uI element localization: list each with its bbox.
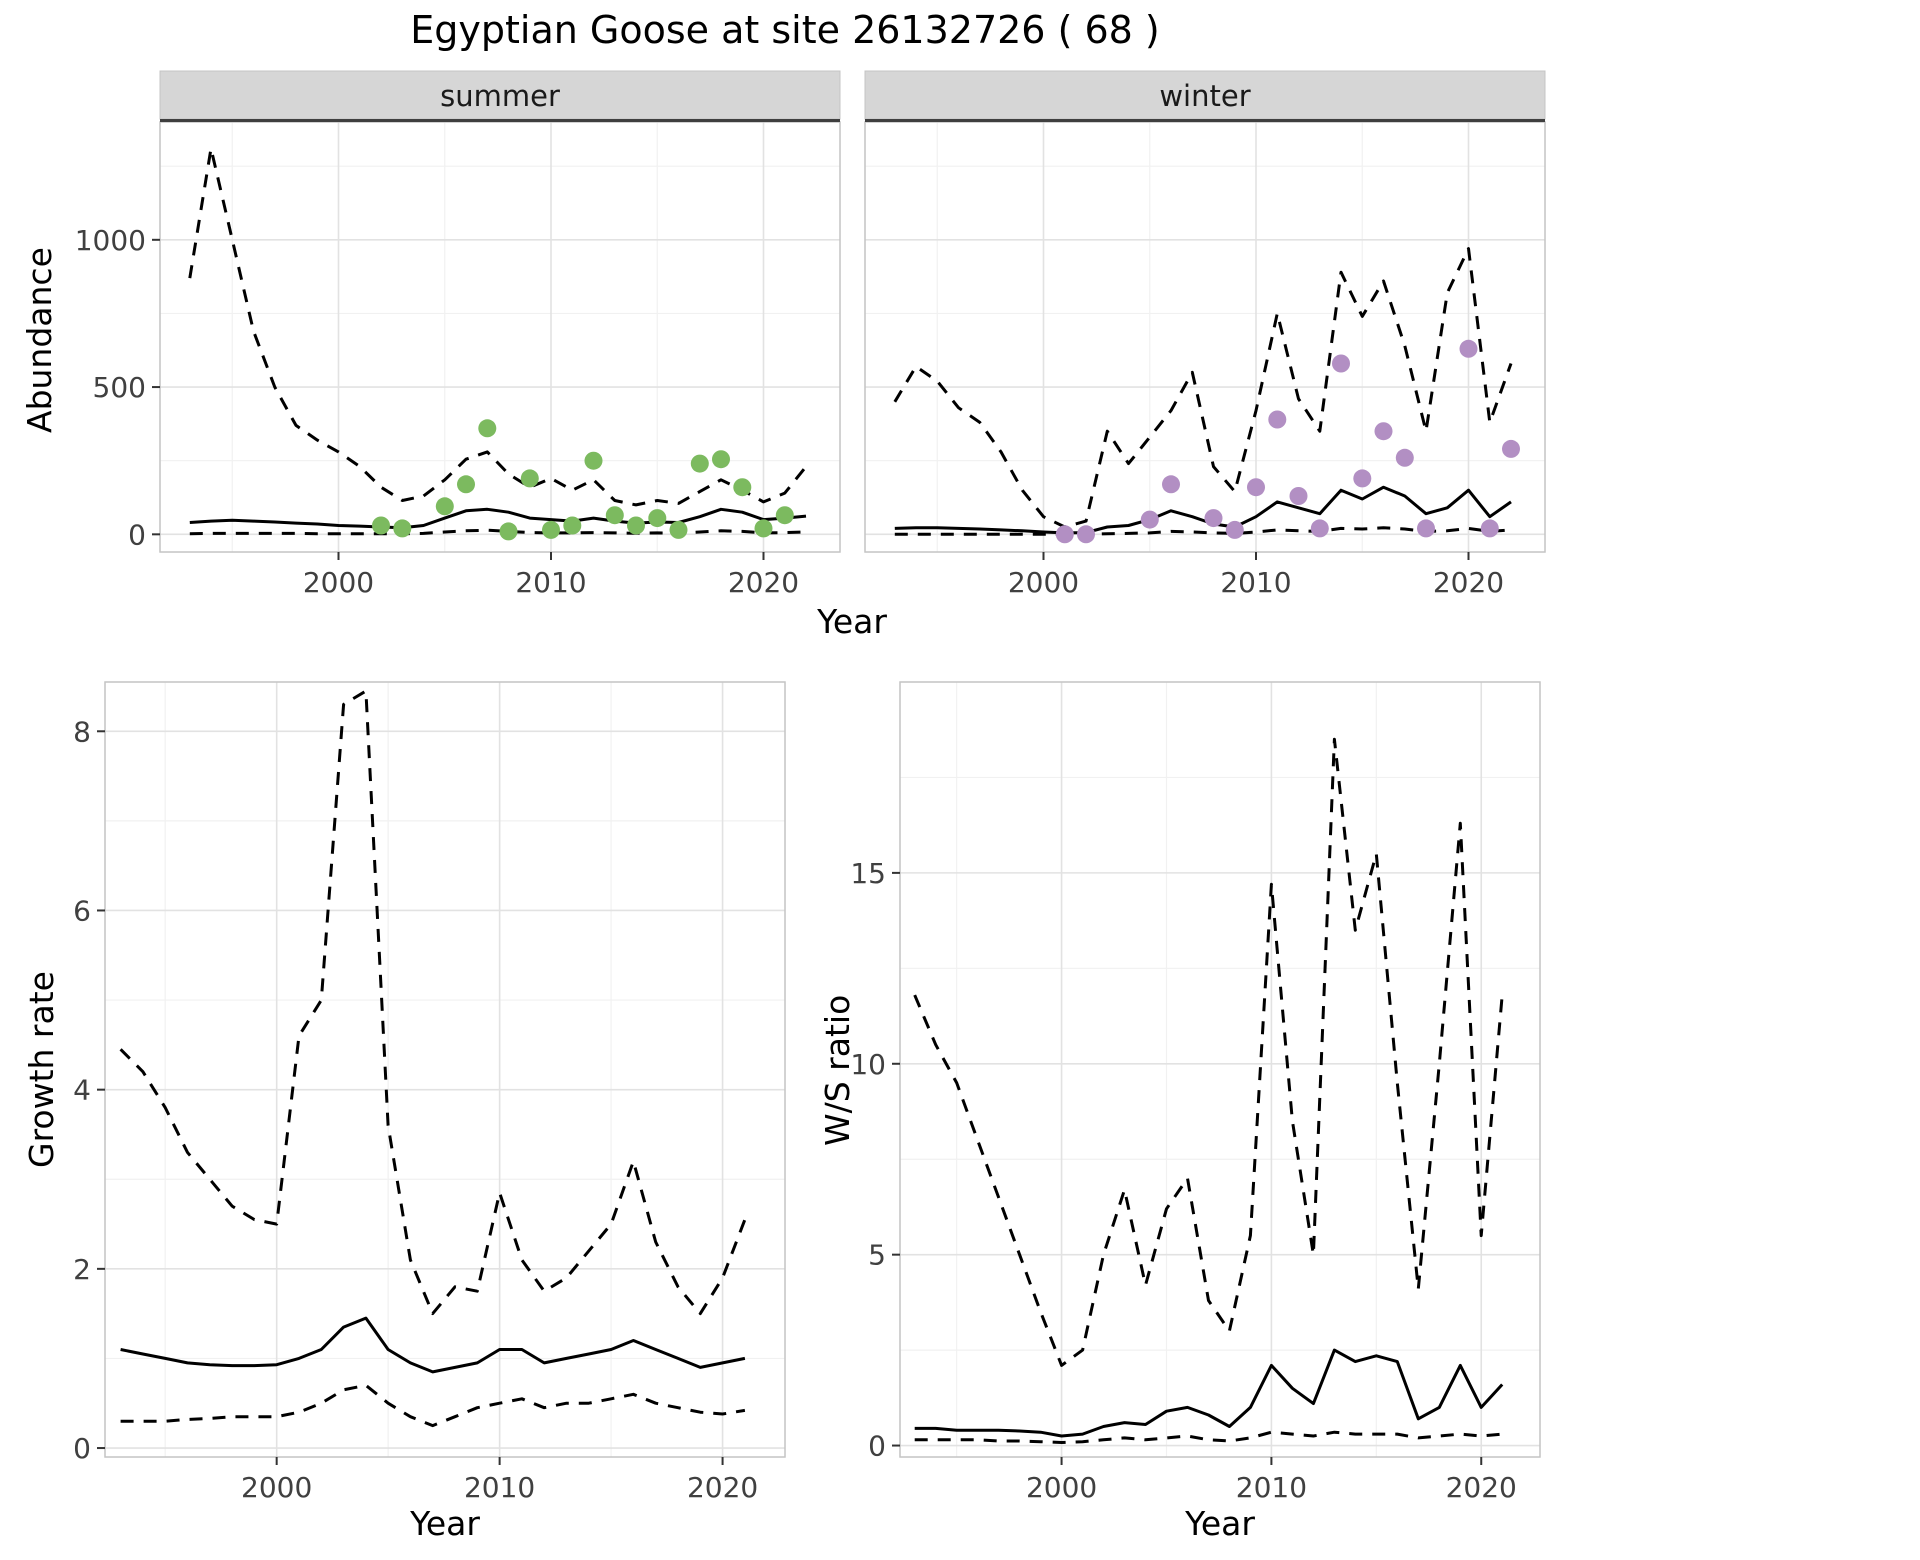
summer_observations-point xyxy=(733,478,752,497)
x-tick-label: 2020 xyxy=(1446,1471,1517,1504)
lower_ci-line xyxy=(120,1383,746,1428)
figure-title: Egyptian Goose at site 26132726 ( 68 ) xyxy=(410,8,1160,52)
mean-line xyxy=(120,1316,746,1374)
winter_observations-point xyxy=(1289,487,1308,505)
winter_observations-point xyxy=(1247,478,1265,497)
lower_ci-line xyxy=(189,528,807,536)
summer_observations-point xyxy=(372,516,390,535)
x-tick-label: 2020 xyxy=(1433,566,1504,599)
summer_observations-point xyxy=(690,454,709,473)
winter_observations-point xyxy=(1395,448,1414,467)
x-tick-label: 2020 xyxy=(728,566,799,599)
y-tick-label: 0 xyxy=(868,1430,886,1463)
y-tick-label: 1000 xyxy=(75,224,146,257)
facet-strip-label: summer xyxy=(440,79,560,113)
summer_observations-point xyxy=(648,509,667,528)
mean-line xyxy=(914,1348,1504,1438)
summer_observations-point xyxy=(754,519,773,538)
winter_observations-point xyxy=(1055,525,1074,544)
summer_observations-point xyxy=(542,520,560,539)
y-tick-label: 10 xyxy=(850,1048,886,1081)
x-tick-label: 2010 xyxy=(515,566,586,599)
winter_observations-point xyxy=(1353,469,1372,488)
summer_observations-point xyxy=(712,450,730,469)
facet-strip-label: winter xyxy=(1159,79,1250,113)
x-axis-label-year-growth: Year xyxy=(410,1504,480,1543)
upper_ci-line xyxy=(893,247,1513,529)
winter_observations-point xyxy=(1225,520,1244,539)
mean-line xyxy=(189,507,807,530)
winter_observations-point xyxy=(1162,475,1180,494)
summer_observations-point xyxy=(605,506,624,525)
mean-line xyxy=(894,485,1512,535)
panel-growth-rate: 2000 2010 2020 0 2 4 6 8 xyxy=(73,681,786,1504)
summer_observations-point xyxy=(775,506,794,525)
upper_ci-line xyxy=(119,689,747,1316)
x-tick-label: 2010 xyxy=(1220,566,1291,599)
summer_observations-point xyxy=(393,519,412,538)
y-tick-label: 8 xyxy=(73,715,91,748)
summer_observations-point xyxy=(669,520,688,539)
winter_observations-point xyxy=(1204,509,1223,528)
winter_observations-point xyxy=(1374,422,1393,441)
winter_observations-point xyxy=(1502,439,1520,458)
upper_ci-line xyxy=(188,147,808,507)
y-tick-label: 5 xyxy=(868,1239,886,1272)
panel-ws-ratio: 2000 2010 2020 0 5 10 15 xyxy=(850,681,1541,1504)
x-axis-label-year-ws: Year xyxy=(1185,1504,1255,1543)
y-tick-label: 0 xyxy=(73,1432,91,1465)
y-tick-label: 6 xyxy=(73,894,91,927)
y-tick-label: 4 xyxy=(73,1074,91,1107)
summer_observations-point xyxy=(499,522,518,541)
summer_observations-point xyxy=(435,497,454,516)
summer_observations-point xyxy=(563,516,582,535)
y-tick-label: 15 xyxy=(850,857,886,890)
x-tick-label: 2000 xyxy=(1026,1471,1097,1504)
summer_observations-point xyxy=(627,516,645,535)
winter_observations-point xyxy=(1480,519,1499,538)
panel-abundance-winter: 2000 2010 2020 winter xyxy=(864,70,1546,599)
y-tick-label: 2 xyxy=(73,1253,91,1286)
x-tick-label: 2000 xyxy=(241,1471,312,1504)
summer_observations-point xyxy=(457,475,475,494)
x-tick-label: 2000 xyxy=(1008,566,1079,599)
panel-abundance-summer: 2000 2010 2020 0 500 1000 summer xyxy=(75,70,841,599)
x-tick-label: 2010 xyxy=(1236,1471,1307,1504)
winter_observations-point xyxy=(1459,339,1478,358)
lower_ci-line xyxy=(914,1430,1503,1444)
x-axis-label-year-top: Year xyxy=(817,602,887,641)
lower_ci-line xyxy=(894,526,1512,536)
y-tick-label: 500 xyxy=(93,371,146,404)
x-tick-label: 2010 xyxy=(464,1471,535,1504)
y-axis-label-abundance: Abundance xyxy=(20,247,59,433)
winter_observations-point xyxy=(1310,519,1329,538)
winter_observations-point xyxy=(1077,525,1095,544)
y-tick-label: 0 xyxy=(128,518,146,551)
winter_observations-point xyxy=(1140,510,1159,529)
upper_ci-line xyxy=(913,737,1504,1367)
winter_observations-point xyxy=(1268,410,1287,429)
summer_observations-point xyxy=(478,419,497,438)
x-tick-label: 2020 xyxy=(687,1471,758,1504)
summer_observations-point xyxy=(520,469,539,488)
winter_observations-point xyxy=(1417,519,1435,538)
x-tick-label: 2000 xyxy=(303,566,374,599)
summer_observations-point xyxy=(584,451,603,470)
winter_observations-point xyxy=(1332,354,1350,373)
